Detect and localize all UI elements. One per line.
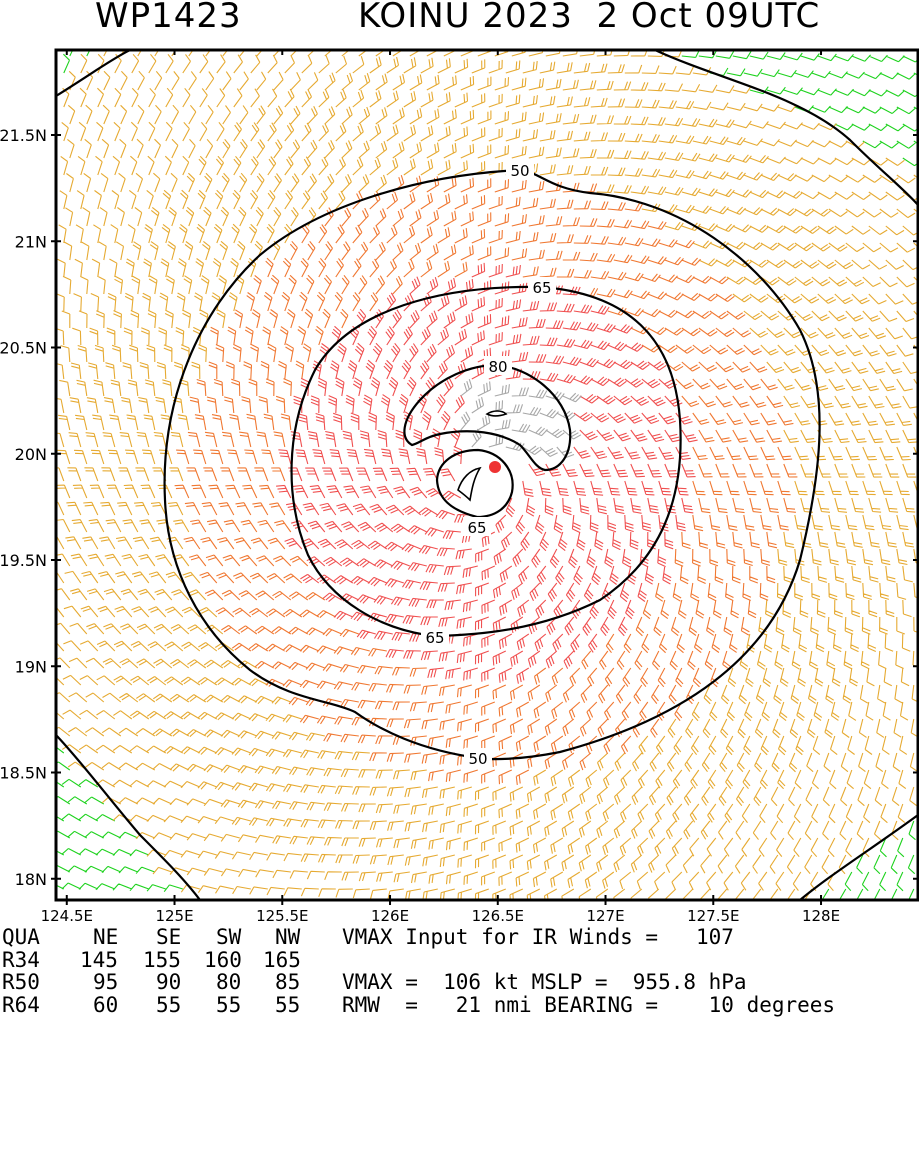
wind-barb-group: [460, 379, 582, 459]
stats-col-ne: NE: [93, 925, 119, 949]
contour-label-50-top: 50: [510, 162, 529, 180]
label-bg: [463, 517, 491, 536]
stats-row-label: R64: [2, 992, 40, 1017]
storm-stats-table: QUA NE SE SW NW VMAX Input for IR Winds …: [2, 925, 835, 1017]
stats-row-r34: R34 145 155 160 165: [2, 947, 301, 972]
map-axes: 21.5N 21N 20.5N 20N 19.5N 19N 18.5N 18N 124.5E 12…: [0, 49, 919, 925]
wind-barb-group: [276, 262, 698, 684]
contour-eye-inner: [457, 466, 482, 502]
stats-r50-nw: 85: [275, 970, 301, 994]
gale-contour-se: [799, 814, 918, 900]
stats-col-se: SE: [156, 925, 182, 949]
lon-tick-label: 127E: [586, 907, 624, 925]
stats-r64-nw: 55: [275, 992, 301, 1017]
stats-rmw-bearing: RMW = 21 nmi BEARING = 10 degrees: [342, 992, 836, 1017]
lon-tick-label: 128E: [802, 907, 840, 925]
lat-tick-label: 20N: [15, 445, 47, 464]
stats-header-row: QUA NE SE SW NW VMAX Input for IR Winds …: [2, 925, 734, 949]
stats-vmax-mslp: VMAX = 106 kt MSLP = 955.8 hPa: [342, 970, 747, 994]
lon-tick-label: 124.5E: [41, 907, 93, 925]
stats-r34-nw: 165: [263, 947, 301, 972]
wind-barb-group: [56, 50, 918, 900]
label-bg: [421, 627, 449, 646]
contour-65-eye: [435, 448, 514, 519]
lat-tick-label: 20.5N: [0, 339, 47, 358]
stats-r50-sw: 80: [216, 970, 242, 994]
lat-tick-label: 19.5N: [0, 551, 47, 570]
contour-80: [403, 363, 572, 472]
gale-contour-ne: [654, 50, 918, 206]
wind-barb-group: [56, 50, 918, 900]
lon-tick-label: 126E: [371, 907, 409, 925]
stats-row-r50: R50 95 90 80 85 VMAX = 106 kt MSLP = 955…: [2, 970, 747, 994]
storm-center-marker: [489, 461, 501, 473]
stats-quad-label: QUA: [2, 925, 40, 949]
stats-r64-sw: 55: [216, 992, 242, 1017]
contour-label-65-top: 65: [532, 279, 551, 297]
lat-tick-label: 18N: [15, 870, 47, 889]
storm-title: KOINU 2023 2 Oct 09UTC: [358, 0, 821, 36]
label-bg: [484, 356, 512, 375]
wind-barbs: [56, 50, 918, 900]
contour-label-65-bottom: 65: [425, 629, 444, 647]
map-frame: [54, 48, 919, 902]
stats-r34-se: 155: [143, 947, 181, 972]
lat-tick-label: 21N: [15, 232, 47, 251]
lon-tick-label: 125.5E: [256, 907, 308, 925]
stats-vmax-input: VMAX Input for IR Winds = 107: [342, 925, 734, 949]
stats-r50-ne: 95: [93, 970, 119, 994]
gale-contour-sw: [56, 734, 201, 900]
contour-labels: 50 50 65 65 80 65: [421, 160, 556, 768]
contour-core-small: [485, 410, 508, 417]
contour-label-80: 80: [488, 358, 507, 376]
gale-contour-nw: [56, 50, 131, 97]
label-bg: [528, 277, 556, 296]
stats-r64-se: 55: [156, 992, 182, 1017]
lon-tick-label: 125E: [155, 907, 193, 925]
lon-tick-label: 126.5E: [472, 907, 524, 925]
contour-label-65-eye: 65: [467, 519, 486, 537]
storm-id: WP1423: [95, 0, 242, 36]
stats-r50-se: 90: [156, 970, 182, 994]
contour-label-50-bottom: 50: [468, 750, 487, 768]
label-bg: [464, 748, 492, 767]
stats-col-sw: SW: [216, 925, 242, 949]
lat-tick-label: 19N: [15, 657, 47, 676]
stats-r34-sw: 160: [204, 947, 242, 972]
stats-col-nw: NW: [275, 925, 301, 949]
stats-r64-ne: 60: [93, 992, 119, 1017]
lat-tick-label: 18.5N: [0, 764, 47, 783]
lat-tick-label: 21.5N: [0, 126, 47, 145]
lon-tick-label: 127.5E: [687, 907, 739, 925]
stats-row-label: R34: [2, 947, 40, 972]
stats-row-r64: R64 60 55 55 55 RMW = 21 nmi BEARING = 1…: [2, 992, 835, 1017]
wind-field-map: 50 50 65 65 80 65 21.5N 21N 20.5N 20N 19.5N 1…: [0, 48, 919, 925]
stats-row-label: R50: [2, 970, 40, 994]
label-bg: [506, 160, 534, 179]
stats-r34-ne: 145: [80, 947, 118, 972]
